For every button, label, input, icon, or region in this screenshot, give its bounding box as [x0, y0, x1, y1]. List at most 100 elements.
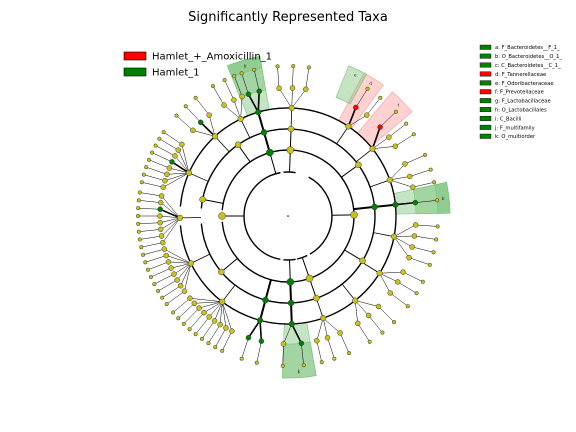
family-node-4-0-0-1 — [280, 341, 287, 347]
order-branch-5-0-0 — [315, 298, 324, 319]
order-node-0-2-1 — [376, 270, 383, 277]
order-node-0-2-0 — [390, 233, 398, 240]
family-branch-1-2-0-7 — [161, 195, 181, 219]
clade-label-b: b: O_Bacteroidetes__O_1_ — [495, 54, 562, 60]
genus-node-1-1-0-2 — [206, 341, 211, 346]
genus-node-1-1-0-4 — [193, 332, 198, 337]
family-node-1-2-0-4 — [157, 213, 163, 219]
chart-title: Significantly Represented Taxa — [188, 10, 388, 25]
family-branch-0-2-0-2 — [393, 236, 413, 248]
family-node-0-2-0-0 — [412, 222, 419, 228]
order-node-0-1-0 — [392, 201, 399, 208]
genus-branch-1-2-0-7 — [139, 192, 162, 197]
genus-node-1-2-0-4 — [135, 213, 141, 219]
clade-letter-g: g — [244, 65, 247, 70]
family-node-3-0-0-0 — [276, 85, 282, 92]
genus-branch-1-2-1-5 — [155, 145, 176, 157]
family-node-1-3-1-1 — [231, 97, 237, 103]
family-branch-1-3-0-0 — [192, 130, 216, 137]
genus-node-1-2-1-0 — [139, 180, 144, 185]
family-node-1-1-0-5 — [201, 309, 207, 316]
family-branch-1-2-0-1 — [161, 217, 181, 237]
genus-node-1-1-1-5 — [145, 267, 151, 272]
genus-node-1-2-1-5 — [153, 143, 158, 148]
family-node-1-2-0-1 — [158, 233, 165, 239]
family-node-0-0-0-1 — [364, 112, 370, 118]
order-branch-0-0-2 — [369, 179, 390, 188]
genus-node-2-0-0-0 — [239, 71, 244, 76]
family-branch-0-0-2-2 — [389, 179, 413, 188]
genus-branch-0-2-0-1 — [414, 235, 437, 240]
family-node-1-1-0-7 — [191, 300, 198, 307]
genus-branch-1-2-1-6 — [159, 138, 179, 151]
family-node-1-2-0-5 — [157, 206, 163, 213]
genus-branch-1-2-0-3 — [138, 222, 161, 225]
family-branch-1-1-1-1 — [180, 263, 192, 286]
family-branch-0-2-2-0 — [355, 300, 379, 307]
family-node-0-0-1-1 — [386, 134, 392, 140]
family-branch-1-2-0-6 — [160, 202, 181, 219]
genus-branch-1-1-1-5 — [147, 261, 169, 270]
genus-branch-5-0-0-0 — [339, 332, 350, 354]
genus-branch-1-2-0-1 — [139, 235, 162, 240]
genus-node-5-0-0-2 — [319, 360, 324, 365]
class-node-4-0 — [287, 299, 295, 307]
family-node-1-1-0-3 — [211, 318, 218, 324]
order-node-0-0-0 — [345, 123, 352, 130]
family-node-1-1-0-1 — [223, 325, 229, 331]
family-branch-0-2-1-0 — [379, 271, 404, 274]
family-node-1-1-1-7 — [161, 246, 168, 252]
family-node-5-0-0-2 — [314, 337, 320, 344]
family-branch-0-0-1-1 — [372, 136, 390, 149]
genus-node-5-0-0-1 — [332, 356, 337, 361]
phylum-arc-3 — [283, 171, 296, 174]
family-node-1-1-1-0 — [181, 288, 188, 294]
family-node-0-0-2-1 — [406, 173, 413, 180]
family-node-1-0-0-1 — [245, 334, 252, 341]
genus-branch-1-3-0-2 — [195, 97, 210, 116]
genus-branch-2-0-0-1 — [254, 69, 260, 92]
order-branch-1-3-0 — [214, 136, 230, 153]
family-node-1-2-0-7 — [158, 193, 165, 199]
genus-node-1-2-0-2 — [136, 229, 141, 234]
family-node-0-2-0-1 — [411, 233, 418, 239]
clade-letter-e: e — [354, 74, 357, 79]
genus-branch-0-2-1-2 — [390, 292, 408, 307]
clade-letter-h: h — [244, 64, 247, 70]
order-node-1-1-1 — [187, 260, 194, 267]
genus-branch-1-3-1-0 — [212, 85, 225, 106]
genus-node-0-2-0-3 — [427, 262, 432, 267]
family-node-0-2-0-2 — [409, 244, 415, 250]
genus-branch-1-1-0-3 — [201, 320, 215, 340]
family-node-1-1-1-4 — [168, 265, 174, 271]
family-branch-0-2-0-1 — [394, 235, 415, 237]
family-branch-1-3-1-1 — [233, 99, 241, 120]
genus-branch-0-2-0-2 — [412, 246, 434, 253]
clade-swatch-d — [479, 71, 492, 77]
genus-node-1-2-1-7 — [161, 130, 166, 135]
genus-branch-1-3-1-1 — [224, 79, 235, 101]
genus-branch-1-2-0-2 — [138, 229, 161, 232]
clade-letter-a: a — [442, 197, 445, 202]
family-node-1-3-1-0 — [221, 102, 227, 108]
clade-label-d: d: F_Tannerellaceae — [495, 72, 546, 78]
clade-wedge-e — [335, 65, 367, 105]
genus-branch-4-0-0-1 — [282, 343, 284, 366]
family-branch-1-1-1-2 — [176, 263, 192, 281]
family-branch-0-2-2-2 — [354, 300, 358, 324]
family-node-0-2-1-1 — [394, 279, 401, 285]
family-node-1-3-0-0 — [190, 127, 196, 134]
family-branch-0-0-0-0 — [347, 107, 357, 127]
genus-branch-1-2-0-6 — [138, 200, 161, 203]
family-node-1-2-1-2 — [164, 171, 170, 178]
family-node-0-0-1-2 — [392, 143, 399, 150]
family-node-5-0-0-1 — [324, 334, 331, 341]
clade-label-j: j: F_multifamily — [494, 125, 535, 131]
class-branch-0-2 — [344, 249, 363, 262]
genus-node-0-2-2-2 — [367, 339, 372, 344]
genus-node-1-1-1-4 — [148, 274, 154, 280]
clade-letter-f: f — [398, 103, 400, 109]
genus-node-1-3-1-1 — [222, 78, 227, 83]
genus-node-0-1-0-0 — [435, 198, 440, 203]
genus-node-1-1-1-1 — [160, 295, 165, 300]
